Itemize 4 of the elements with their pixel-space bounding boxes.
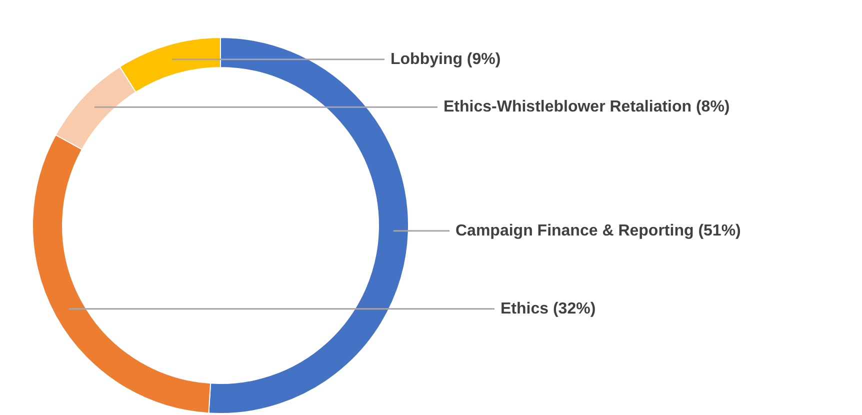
slice-label: Ethics-Whistleblower Retaliation (8%) bbox=[444, 98, 730, 116]
slice-label: Ethics (32%) bbox=[500, 300, 596, 318]
slice-label: Lobbying (9%) bbox=[390, 50, 501, 68]
slice-label: Campaign Finance & Reporting (51%) bbox=[456, 222, 741, 240]
